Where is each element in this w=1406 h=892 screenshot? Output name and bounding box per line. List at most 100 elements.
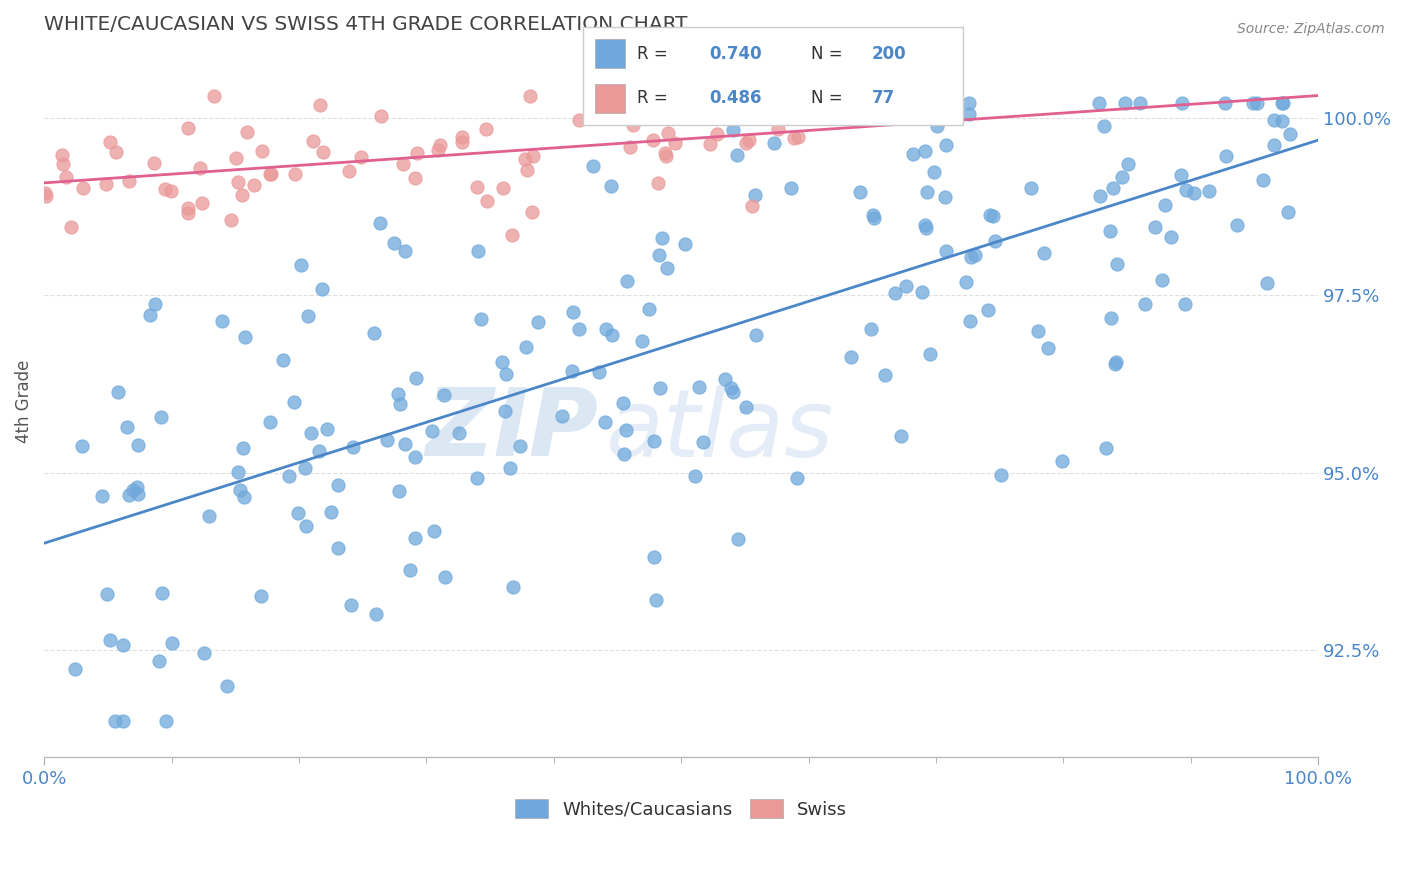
Point: [287, 507, 309, 521]
Point: [1213, 96, 1236, 111]
Point: [233, 490, 256, 504]
Point: [595, 322, 617, 336]
Text: N =: N =: [811, 45, 848, 62]
Point: [1021, 181, 1043, 195]
Point: [613, 447, 636, 461]
Point: [312, 145, 335, 159]
Point: [1182, 186, 1205, 200]
Point: [848, 185, 870, 199]
Point: [598, 96, 620, 111]
Point: [1036, 341, 1059, 355]
Point: [935, 137, 957, 152]
Point: [148, 654, 170, 668]
Point: [619, 139, 641, 153]
Point: [138, 308, 160, 322]
Point: [326, 478, 349, 492]
Point: [612, 396, 634, 410]
Point: [115, 419, 138, 434]
Point: [250, 144, 273, 158]
Point: [647, 176, 669, 190]
Point: [465, 179, 488, 194]
Point: [875, 368, 897, 382]
Point: [643, 550, 665, 565]
Point: [1099, 224, 1122, 238]
Point: [198, 509, 221, 524]
Point: [1105, 257, 1128, 271]
Point: [1090, 189, 1112, 203]
Point: [766, 121, 789, 136]
Point: [388, 397, 411, 411]
Point: [368, 216, 391, 230]
Point: [302, 134, 325, 148]
Point: [470, 311, 492, 326]
Point: [375, 434, 398, 448]
Point: [433, 570, 456, 584]
Point: [1099, 310, 1122, 325]
Point: [963, 248, 986, 262]
Point: [1026, 324, 1049, 338]
Point: [862, 211, 884, 225]
Point: [1092, 119, 1115, 133]
Text: 0.486: 0.486: [709, 89, 761, 107]
Point: [125, 480, 148, 494]
Point: [688, 380, 710, 394]
Point: [394, 244, 416, 258]
Point: [150, 409, 173, 424]
Point: [957, 107, 980, 121]
Point: [388, 484, 411, 499]
Point: [211, 314, 233, 328]
Point: [231, 188, 253, 202]
Point: [143, 156, 166, 170]
Point: [628, 101, 651, 115]
Point: [226, 466, 249, 480]
Point: [337, 164, 360, 178]
Point: [664, 136, 686, 150]
Point: [551, 409, 574, 424]
Point: [984, 234, 1007, 248]
Point: [654, 146, 676, 161]
Point: [783, 131, 806, 145]
Point: [1271, 96, 1294, 111]
Point: [977, 303, 1000, 318]
Point: [491, 355, 513, 369]
Point: [153, 182, 176, 196]
Point: [467, 244, 489, 259]
Point: [191, 196, 214, 211]
Point: [34, 186, 56, 200]
Point: [342, 441, 364, 455]
Point: [492, 181, 515, 195]
Point: [914, 220, 936, 235]
Point: [527, 315, 550, 329]
Point: [259, 415, 281, 429]
Point: [911, 285, 934, 300]
Point: [423, 524, 446, 538]
Point: [143, 296, 166, 310]
Point: [277, 468, 299, 483]
Point: [249, 589, 271, 603]
Point: [404, 531, 426, 545]
Point: [600, 328, 623, 343]
Point: [643, 434, 665, 448]
Point: [934, 190, 956, 204]
Point: [118, 487, 141, 501]
Text: R =: R =: [637, 89, 672, 107]
Point: [70, 439, 93, 453]
Legend: Whites/Caucasians, Swiss: Whites/Caucasians, Swiss: [508, 792, 855, 826]
Point: [741, 198, 763, 212]
Point: [94, 177, 117, 191]
Point: [1154, 198, 1177, 212]
Point: [884, 285, 907, 300]
Point: [499, 460, 522, 475]
Point: [955, 275, 977, 289]
Point: [392, 157, 415, 171]
Point: [273, 352, 295, 367]
Point: [562, 305, 585, 319]
Text: atlas: atlas: [605, 384, 832, 475]
Point: [127, 486, 149, 500]
Point: [294, 460, 316, 475]
Point: [1104, 357, 1126, 371]
Point: [319, 505, 342, 519]
Point: [501, 227, 523, 242]
Point: [1160, 230, 1182, 244]
Point: [979, 208, 1001, 222]
